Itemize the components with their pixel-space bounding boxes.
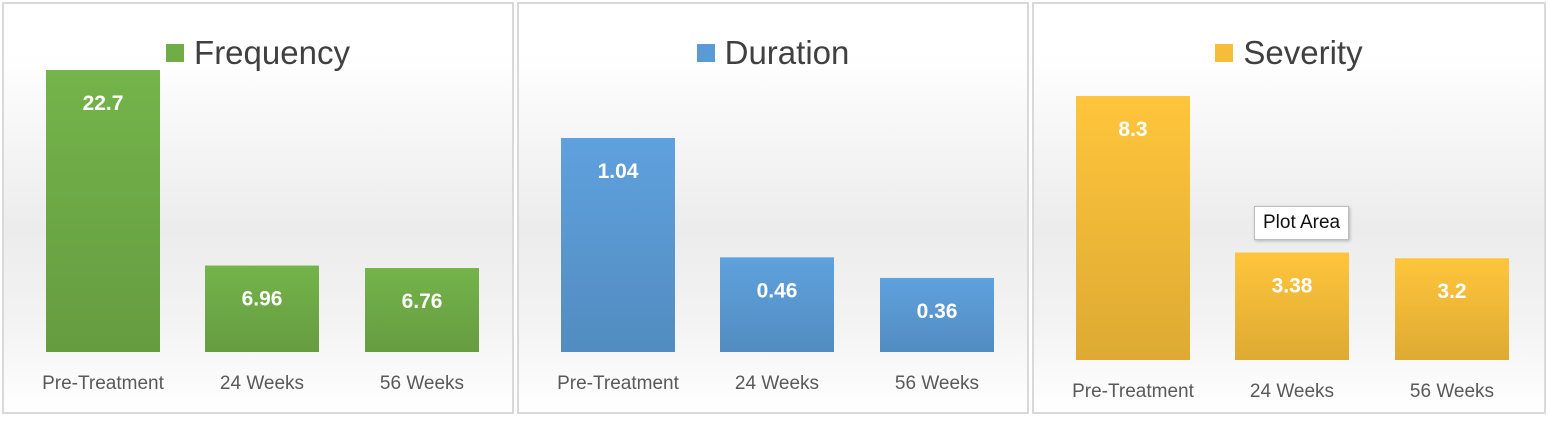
bar-pre-treatment[interactable]: [561, 138, 675, 352]
legend-swatch-icon: [166, 44, 185, 62]
severity-plot-area[interactable]: 8.3 Pre-Treatment 3.38 24 Weeks 3.2 56 Weeks: [1034, 4, 1546, 414]
severity-chart-panel[interactable]: Severity 8.3 Pre-Treatment 3.38 24 Weeks 3.2…: [1032, 2, 1546, 414]
category-label: 56 Weeks: [895, 373, 979, 394]
bar-24-weeks[interactable]: [720, 257, 834, 352]
bar-24-weeks[interactable]: [205, 265, 319, 352]
duration-plot-area[interactable]: 1.04 Pre-Treatment 0.46 24 Weeks 0.36 56 Week…: [519, 4, 1029, 414]
bar-56-weeks[interactable]: [365, 268, 479, 352]
chart-title-text: Duration: [724, 34, 850, 71]
category-label: 56 Weeks: [1410, 381, 1494, 402]
data-label: 0.36: [917, 300, 958, 323]
chart-title-text: Frequency: [194, 34, 350, 71]
data-label: 0.46: [757, 279, 798, 302]
category-label: Pre-Treatment: [42, 373, 164, 394]
data-label: 22.7: [83, 92, 124, 115]
bar-pre-treatment[interactable]: [46, 70, 160, 352]
category-label: 56 Weeks: [380, 373, 464, 394]
data-label: 3.2: [1437, 280, 1466, 303]
legend-swatch-icon: [696, 44, 715, 62]
category-label: 24 Weeks: [1250, 381, 1334, 402]
category-label: 24 Weeks: [220, 373, 304, 394]
bar-24-weeks[interactable]: [1235, 252, 1349, 360]
chart-title: Severity: [1034, 34, 1544, 72]
chart-title: Frequency: [4, 34, 512, 72]
duration-chart-panel[interactable]: Duration 1.04 Pre-Treatment 0.46 24 Weeks 0.…: [517, 2, 1029, 414]
data-label: 3.38: [1272, 274, 1313, 297]
bar-56-weeks[interactable]: [1395, 258, 1509, 360]
category-label: 24 Weeks: [735, 373, 819, 394]
category-label: Pre-Treatment: [1072, 381, 1194, 402]
data-label: 6.76: [402, 290, 443, 313]
data-label: 1.04: [598, 160, 639, 183]
category-label: Pre-Treatment: [557, 373, 679, 394]
legend-swatch-icon: [1215, 44, 1234, 62]
frequency-plot-area[interactable]: 22.7 Pre-Treatment 6.96 24 Weeks 6.76 56 Week…: [4, 4, 514, 414]
data-label: 6.96: [242, 288, 283, 311]
data-label: 8.3: [1118, 118, 1147, 141]
plot-area-tooltip: Plot Area: [1254, 206, 1350, 240]
bar-pre-treatment[interactable]: [1076, 96, 1190, 360]
chart-title-text: Severity: [1243, 34, 1363, 71]
frequency-chart-panel[interactable]: Frequency 22.7 Pre-Treatment 6.96 24 Weeks 6…: [2, 2, 514, 414]
chart-title: Duration: [519, 34, 1027, 72]
bar-56-weeks[interactable]: [880, 277, 994, 352]
